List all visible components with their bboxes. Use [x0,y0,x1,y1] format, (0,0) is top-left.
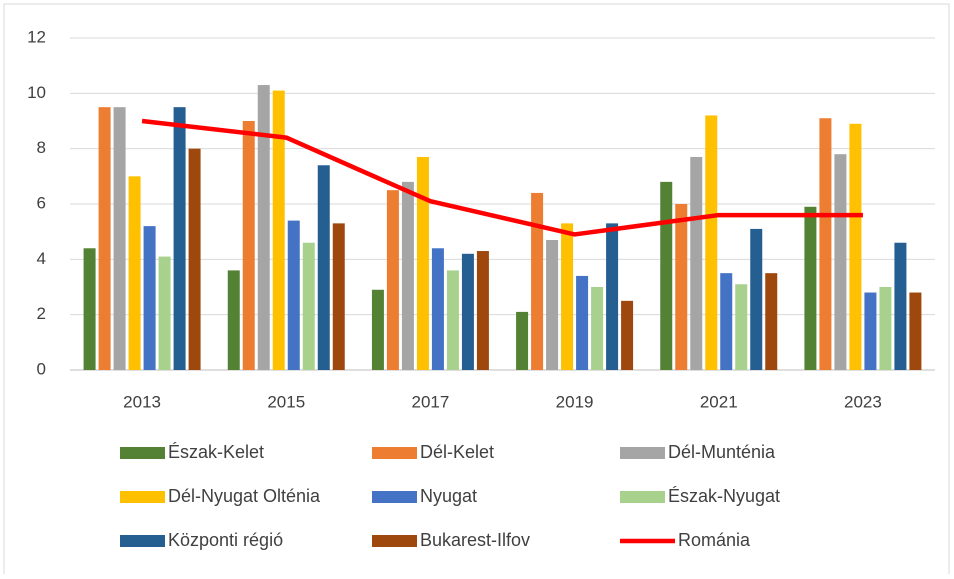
bar [143,226,156,370]
bar [750,228,763,370]
legend-swatch [620,491,665,503]
legend-label: Nyugat [420,486,477,506]
legend-label: Központi régió [168,530,283,550]
bar [660,181,673,370]
legend-swatch [372,491,417,503]
bar [705,115,718,370]
bar [227,270,240,370]
bar [804,206,817,370]
y-tick-label: 4 [37,249,46,268]
bar [317,165,330,370]
x-tick-label: 2023 [844,392,882,411]
legend-swatch [620,447,665,459]
bar [476,251,489,370]
bar [546,239,559,370]
bar [531,192,544,370]
legend-label: Dél-Nyugat Olténia [168,486,321,506]
legend-swatch [372,535,417,547]
x-tick-label: 2015 [267,392,305,411]
bar [765,273,778,370]
bar [128,176,141,370]
legend-label: Dél-Kelet [420,442,494,462]
bar [516,311,529,370]
x-tick-label: 2021 [700,392,738,411]
bar [606,223,619,370]
y-tick-label: 12 [27,27,46,46]
bar [675,204,688,370]
bar [332,223,345,370]
bar [879,287,892,370]
bar [621,300,634,370]
bar [188,148,201,370]
legend-swatch [372,447,417,459]
x-tick-label: 2013 [123,392,161,411]
y-tick-label: 0 [37,359,46,378]
bar [561,223,574,370]
y-tick-label: 6 [37,193,46,212]
bar [909,292,922,370]
y-tick-label: 8 [37,138,46,157]
bar [735,284,748,370]
bar [461,253,474,370]
bar [401,181,414,370]
bar [720,273,733,370]
x-tick-label: 2019 [556,392,594,411]
bar [591,287,604,370]
bar [98,107,111,371]
legend-label: Észak-Nyugat [668,486,780,506]
chart-border [3,3,950,579]
bar [257,85,270,371]
legend-label: Dél-Munténia [668,442,776,462]
bar [113,107,126,371]
bar [302,242,315,370]
bar [849,123,862,371]
bar [834,154,847,370]
bar [386,190,399,370]
legend-label: Bukarest-Ilfov [420,530,530,550]
bar [819,118,832,370]
legend-label: Románia [678,530,751,550]
bar [287,220,300,370]
bar [431,248,444,370]
legend-label: Észak-Kelet [168,442,264,462]
bar [242,121,255,370]
legend-swatch [120,535,165,547]
bar [83,248,96,370]
bar [416,156,429,370]
bar [894,242,907,370]
bar [272,90,285,371]
bar [690,156,703,370]
bar [576,275,589,370]
legend-swatch [120,447,165,459]
bar [864,292,877,370]
line [141,118,863,237]
bar [158,256,171,370]
bar [173,107,186,371]
bar [446,270,459,370]
y-tick-label: 2 [37,304,46,323]
x-tick-label: 2017 [412,392,450,411]
bar [371,289,384,370]
y-tick-label: 10 [27,83,46,102]
legend-swatch [120,491,165,503]
